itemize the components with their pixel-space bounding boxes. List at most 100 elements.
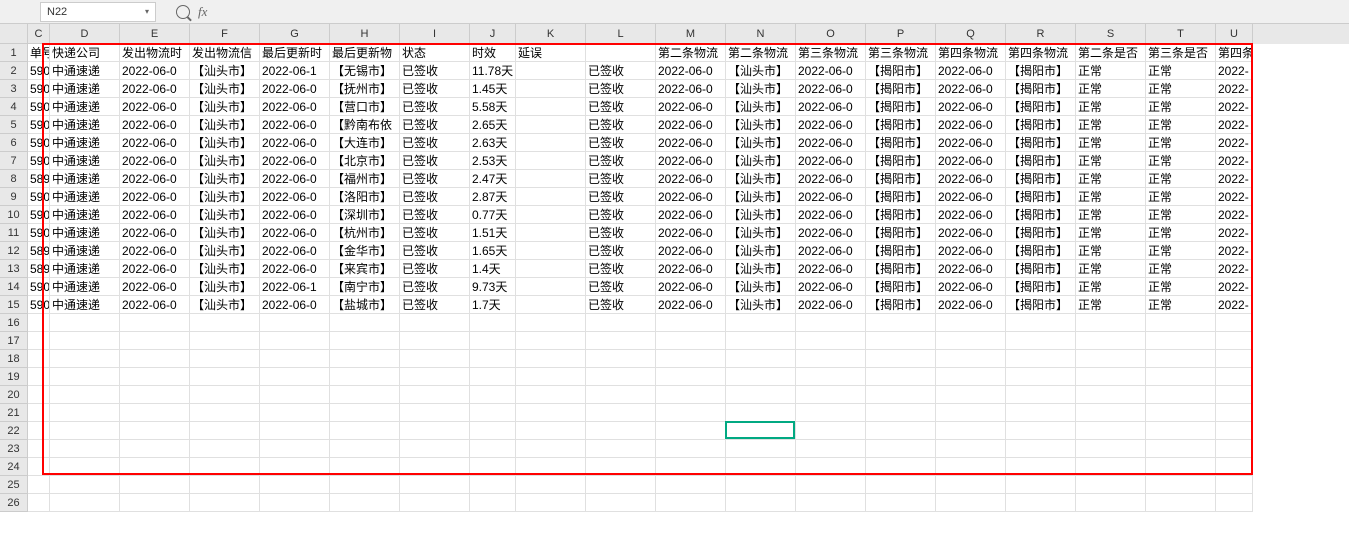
cell-O9[interactable]: 2022-06-0	[796, 188, 866, 206]
cell-K24[interactable]	[516, 458, 586, 476]
cell-G21[interactable]	[260, 404, 330, 422]
cell-D19[interactable]	[50, 368, 120, 386]
cell-F4[interactable]: 【汕头市】	[190, 98, 260, 116]
cell-F6[interactable]: 【汕头市】	[190, 134, 260, 152]
cell-U13[interactable]: 2022-	[1216, 260, 1253, 278]
cell-M12[interactable]: 2022-06-0	[656, 242, 726, 260]
cell-I19[interactable]	[400, 368, 470, 386]
cell-T17[interactable]	[1146, 332, 1216, 350]
cell-S20[interactable]	[1076, 386, 1146, 404]
cell-M18[interactable]	[656, 350, 726, 368]
cell-H19[interactable]	[330, 368, 400, 386]
cell-E18[interactable]	[120, 350, 190, 368]
cell-M11[interactable]: 2022-06-0	[656, 224, 726, 242]
cell-M6[interactable]: 2022-06-0	[656, 134, 726, 152]
column-header-T[interactable]: T	[1146, 24, 1216, 44]
row-header-2[interactable]: 2	[0, 62, 28, 80]
cell-R16[interactable]	[1006, 314, 1076, 332]
cell-U23[interactable]	[1216, 440, 1253, 458]
cell-U3[interactable]: 2022-	[1216, 80, 1253, 98]
cell-J9[interactable]: 2.87天	[470, 188, 516, 206]
cell-I2[interactable]: 已签收	[400, 62, 470, 80]
cell-E11[interactable]: 2022-06-0	[120, 224, 190, 242]
cell-N5[interactable]: 【汕头市】	[726, 116, 796, 134]
cell-K19[interactable]	[516, 368, 586, 386]
fx-icon[interactable]: fx	[198, 4, 207, 20]
cell-P26[interactable]	[866, 494, 936, 512]
cell-J26[interactable]	[470, 494, 516, 512]
cell-M14[interactable]: 2022-06-0	[656, 278, 726, 296]
cell-L12[interactable]: 已签收	[586, 242, 656, 260]
cell-P7[interactable]: 【揭阳市】	[866, 152, 936, 170]
cell-E15[interactable]: 2022-06-0	[120, 296, 190, 314]
cell-C20[interactable]	[28, 386, 50, 404]
cell-H21[interactable]	[330, 404, 400, 422]
cell-K14[interactable]	[516, 278, 586, 296]
cell-F14[interactable]: 【汕头市】	[190, 278, 260, 296]
cell-E23[interactable]	[120, 440, 190, 458]
cell-O16[interactable]	[796, 314, 866, 332]
cell-K1[interactable]: 延误	[516, 44, 586, 62]
cell-U26[interactable]	[1216, 494, 1253, 512]
row-header-5[interactable]: 5	[0, 116, 28, 134]
cell-H24[interactable]	[330, 458, 400, 476]
cell-Q4[interactable]: 2022-06-0	[936, 98, 1006, 116]
cell-N3[interactable]: 【汕头市】	[726, 80, 796, 98]
cell-R17[interactable]	[1006, 332, 1076, 350]
cell-S6[interactable]: 正常	[1076, 134, 1146, 152]
cell-C12[interactable]: 58998	[28, 242, 50, 260]
cell-S5[interactable]: 正常	[1076, 116, 1146, 134]
cell-H14[interactable]: 【南宁市】	[330, 278, 400, 296]
cell-K17[interactable]	[516, 332, 586, 350]
cell-Q16[interactable]	[936, 314, 1006, 332]
cell-U12[interactable]: 2022-	[1216, 242, 1253, 260]
cell-C1[interactable]: 单号	[28, 44, 50, 62]
column-header-G[interactable]: G	[260, 24, 330, 44]
cell-F3[interactable]: 【汕头市】	[190, 80, 260, 98]
cell-H13[interactable]: 【来宾市】	[330, 260, 400, 278]
cell-G24[interactable]	[260, 458, 330, 476]
cell-L23[interactable]	[586, 440, 656, 458]
cell-H11[interactable]: 【杭州市】	[330, 224, 400, 242]
select-all-corner[interactable]	[0, 24, 28, 44]
cell-K12[interactable]	[516, 242, 586, 260]
cell-E25[interactable]	[120, 476, 190, 494]
cell-S4[interactable]: 正常	[1076, 98, 1146, 116]
cell-T7[interactable]: 正常	[1146, 152, 1216, 170]
cell-Q11[interactable]: 2022-06-0	[936, 224, 1006, 242]
cell-Q24[interactable]	[936, 458, 1006, 476]
cell-P13[interactable]: 【揭阳市】	[866, 260, 936, 278]
cell-Q10[interactable]: 2022-06-0	[936, 206, 1006, 224]
cell-T18[interactable]	[1146, 350, 1216, 368]
column-header-M[interactable]: M	[656, 24, 726, 44]
cell-F22[interactable]	[190, 422, 260, 440]
cell-I9[interactable]: 已签收	[400, 188, 470, 206]
cell-O7[interactable]: 2022-06-0	[796, 152, 866, 170]
cell-Q1[interactable]: 第四条物流	[936, 44, 1006, 62]
row-header-11[interactable]: 11	[0, 224, 28, 242]
cell-L15[interactable]: 已签收	[586, 296, 656, 314]
cell-U22[interactable]	[1216, 422, 1253, 440]
cell-L18[interactable]	[586, 350, 656, 368]
cell-M4[interactable]: 2022-06-0	[656, 98, 726, 116]
cell-L21[interactable]	[586, 404, 656, 422]
cell-F18[interactable]	[190, 350, 260, 368]
column-header-P[interactable]: P	[866, 24, 936, 44]
cell-N14[interactable]: 【汕头市】	[726, 278, 796, 296]
cell-T4[interactable]: 正常	[1146, 98, 1216, 116]
cell-O10[interactable]: 2022-06-0	[796, 206, 866, 224]
cell-R23[interactable]	[1006, 440, 1076, 458]
cell-N21[interactable]	[726, 404, 796, 422]
cell-F8[interactable]: 【汕头市】	[190, 170, 260, 188]
row-header-13[interactable]: 13	[0, 260, 28, 278]
cell-E4[interactable]: 2022-06-0	[120, 98, 190, 116]
column-header-K[interactable]: K	[516, 24, 586, 44]
cell-G19[interactable]	[260, 368, 330, 386]
cell-P17[interactable]	[866, 332, 936, 350]
cell-M7[interactable]: 2022-06-0	[656, 152, 726, 170]
cell-J23[interactable]	[470, 440, 516, 458]
cell-D11[interactable]: 中通速递	[50, 224, 120, 242]
cell-R18[interactable]	[1006, 350, 1076, 368]
cell-T24[interactable]	[1146, 458, 1216, 476]
cell-P18[interactable]	[866, 350, 936, 368]
